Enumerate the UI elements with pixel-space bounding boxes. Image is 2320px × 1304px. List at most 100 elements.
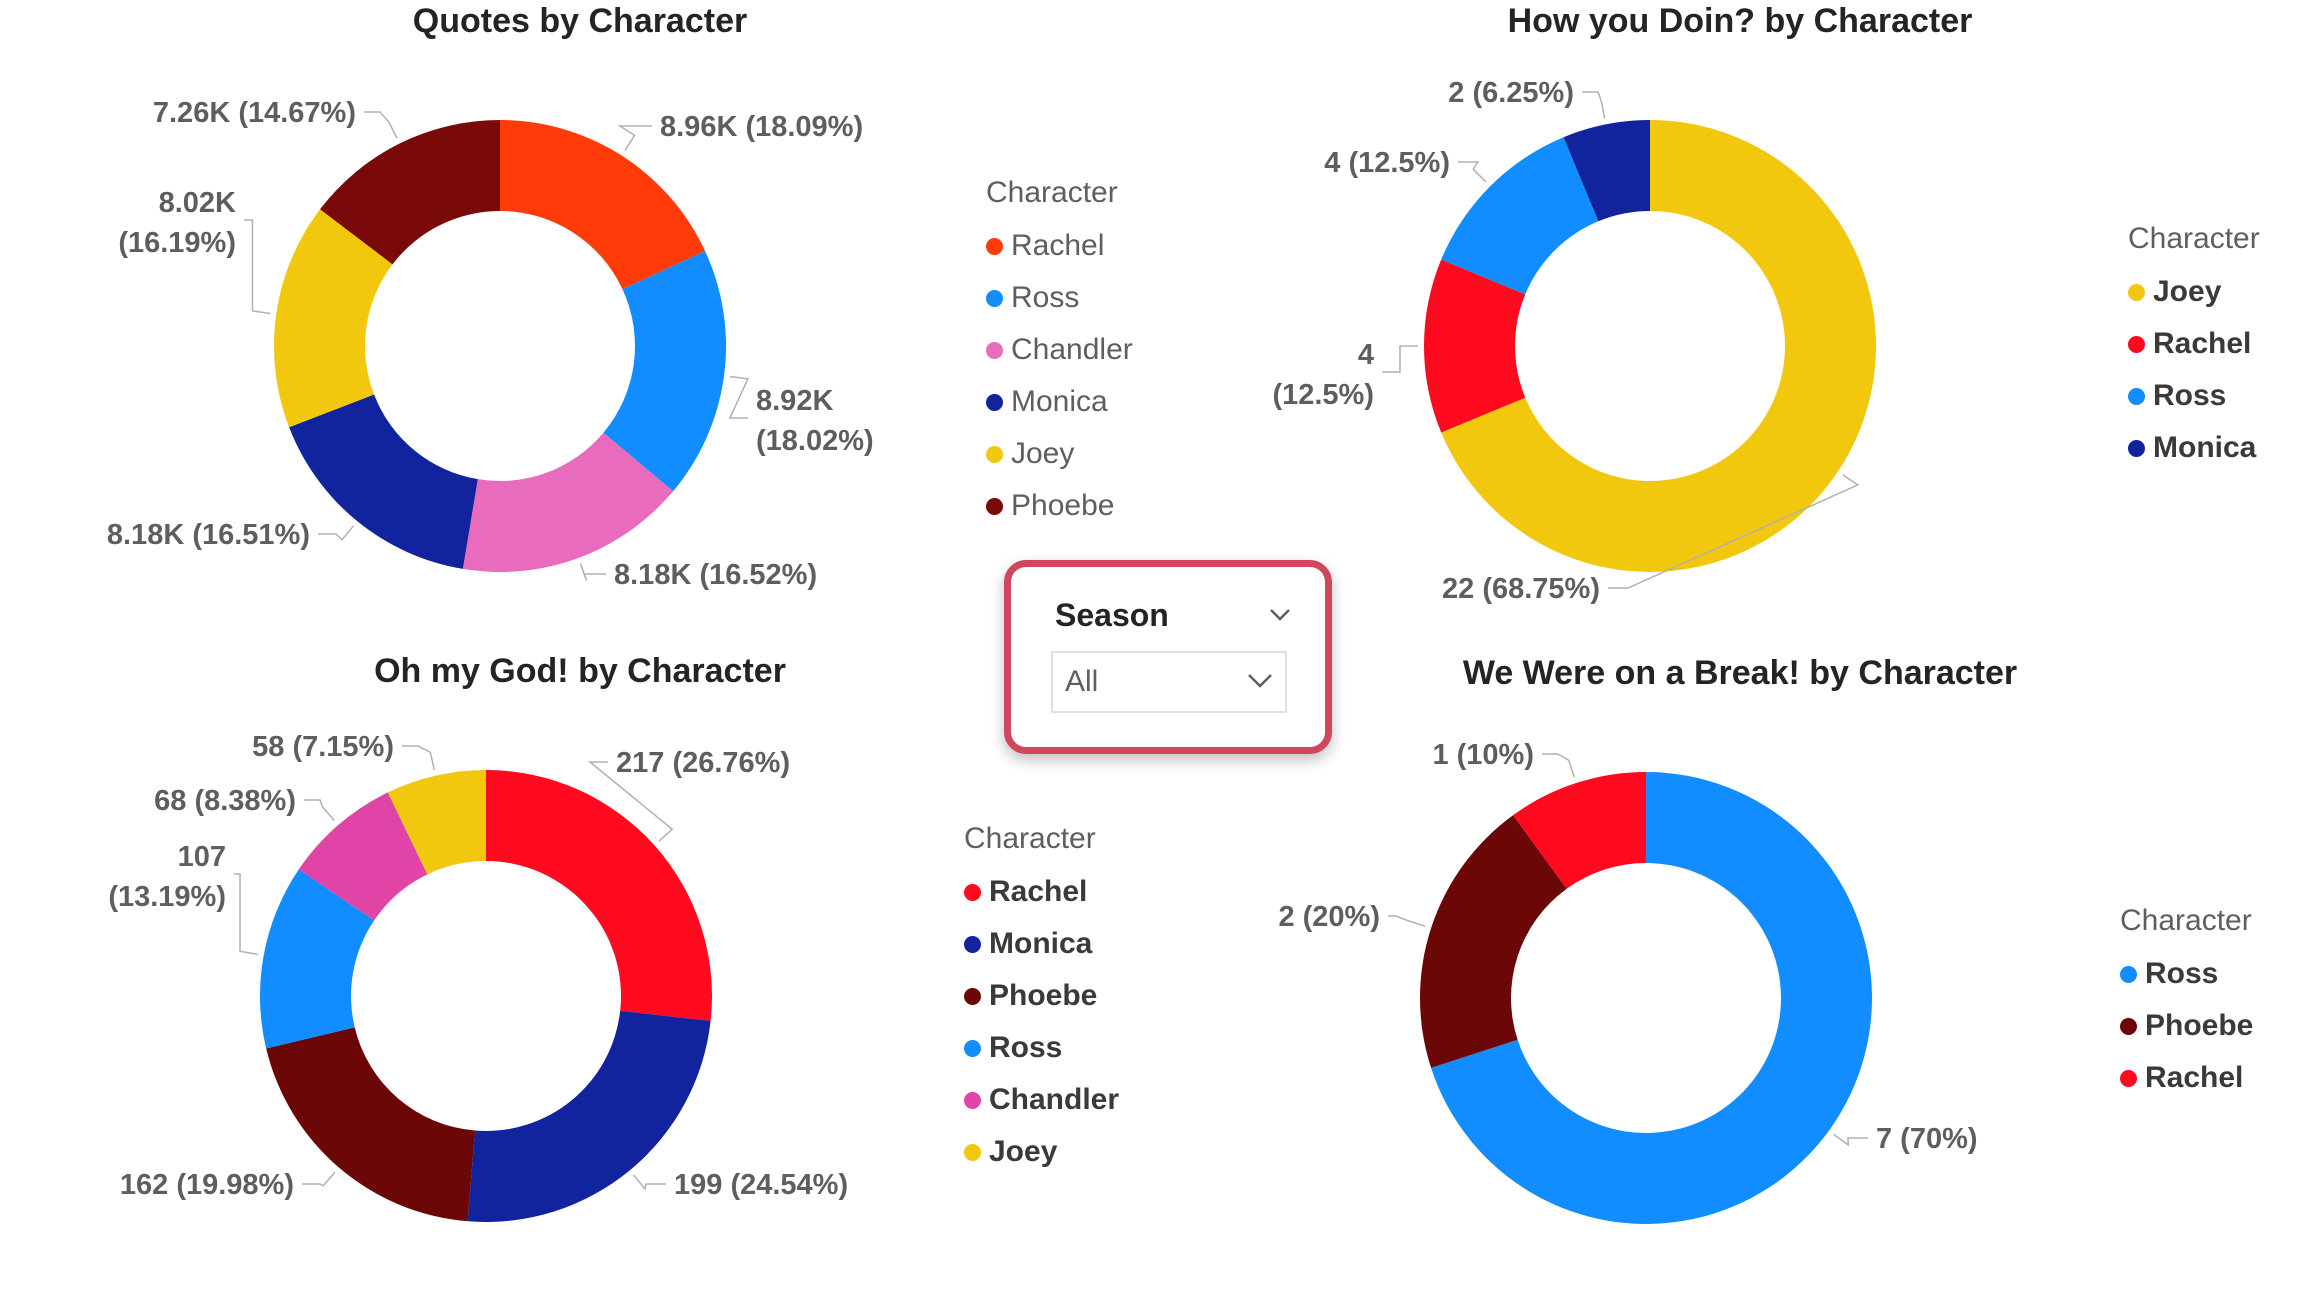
data-label: 7.26K (14.67%) [153,97,356,129]
donut-slice-ross[interactable] [260,869,375,1049]
data-label: 68 (8.38%) [154,785,296,817]
legend-label: Chandler [1011,333,1133,366]
legend-label: Phoebe [1011,489,1115,522]
leader-line [1458,161,1487,183]
chart-title: Quotes by Character [412,2,748,40]
chart-title: Oh my God! by Character [374,652,786,690]
legend-item-joey[interactable]: Joey [986,428,1133,480]
legend-dot [2128,439,2145,457]
legend-label: Monica [1011,385,1108,418]
legend-label: Rachel [989,875,1088,908]
legend-label: Rachel [2153,327,2252,360]
quotes-donut-chart[interactable]: 8.96K (18.09%) 8.92K (18.02%) 8.18K (16.52%… [0,0,1000,640]
donut-slice-rachel[interactable] [1424,259,1526,433]
donut-slice-phoebe[interactable] [320,120,500,265]
legend-label: Monica [2153,431,2257,464]
donut-slice-monica[interactable] [1563,120,1650,222]
legend-label: Joey [989,1135,1058,1168]
legend-item-phoebe[interactable]: Phoebe [986,480,1133,532]
data-label: 8.96K (18.09%) [660,111,863,143]
donut-slice-phoebe[interactable] [266,1027,476,1222]
data-label: 8.18K (16.52%) [614,559,817,591]
legend-item-rachel[interactable]: Rachel [2120,1052,2253,1104]
oh-my-god-donut-chart[interactable]: 217 (26.76%) 199 (24.54%) 162 (19.98%) 107(… [0,650,1000,1300]
legend-dot [964,883,981,901]
leader-line [402,745,436,770]
leader-line [318,525,355,541]
legend-item-chandler[interactable]: Chandler [964,1074,1119,1126]
oh-my-god-legend: Character Rachel Monica Phoebe Ross Chandler… [964,822,1119,1178]
legend-item-rachel[interactable]: Rachel [986,220,1133,272]
we-were-on-a-break-donut-chart[interactable]: 7 (70%) 2 (20%) 1 (10%) [1160,650,2060,1300]
legend-item-phoebe[interactable]: Phoebe [2120,1000,2253,1052]
season-dropdown-value: All [1065,665,1099,698]
legend-dot [986,393,1003,411]
legend-label: Phoebe [2145,1009,2254,1042]
legend-label: Rachel [1011,229,1105,262]
legend-item-monica[interactable]: Monica [964,918,1119,970]
legend-title: Character [986,176,1118,209]
leader-line [304,799,335,821]
donut-slice-monica[interactable] [289,394,478,569]
donut-slice-rachel[interactable] [1513,772,1646,889]
chevron-down-icon[interactable] [1247,667,1273,693]
legend-dot [986,289,1003,307]
data-label: 2 (20%) [1278,901,1380,933]
leader-line [244,219,271,315]
donut-slice-ross[interactable] [1441,137,1599,295]
donut-slice-ross[interactable] [1431,772,1872,1224]
chevron-down-icon[interactable] [1269,603,1291,625]
donut-slice-joey[interactable] [274,209,393,428]
legend-item-phoebe[interactable]: Phoebe [964,970,1119,1022]
legend-item-rachel[interactable]: Rachel [964,866,1119,918]
data-label: 58 (7.15%) [252,731,394,763]
leader-line [728,375,749,419]
legend-title: Character [2128,222,2260,255]
season-dropdown[interactable]: All [1051,651,1287,713]
legend-item-ross[interactable]: Ross [2120,948,2253,1000]
legend-item-monica[interactable]: Monica [986,376,1133,428]
legend-item-ross[interactable]: Ross [964,1022,1119,1074]
legend-item-monica[interactable]: Monica [2128,422,2260,474]
donut-slice-chandler[interactable] [298,792,428,921]
legend-dot [2128,387,2145,405]
donut-slice-rachel[interactable] [486,770,712,1021]
legend-item-ross[interactable]: Ross [2128,370,2260,422]
legend-label: Ross [1011,281,1080,314]
legend-title: Character [964,822,1096,855]
legend-dot [986,497,1003,515]
legend-dot [2120,965,2137,983]
donut-slice-ross[interactable] [603,250,727,492]
legend-dot [986,341,1003,359]
legend-item-joey[interactable]: Joey [964,1126,1119,1178]
how-you-doin-donut-chart[interactable]: 22 (68.75%) 4 (12.5%) 4 (12.5%) 2 (6.25%) [1160,0,2060,640]
leader-line [1388,915,1426,928]
data-label: 4 (12.5%) [1324,147,1450,179]
chart-title: We Were on a Break! by Character [1462,654,2018,692]
donut-slice-monica[interactable] [467,1010,711,1222]
data-label: 199 (24.54%) [674,1169,848,1201]
leader-line [1542,753,1576,778]
legend-item-ross[interactable]: Ross [986,272,1133,324]
donut-slice-phoebe[interactable] [1420,815,1567,1068]
legend-dot [986,445,1003,463]
legend-dot [2120,1069,2137,1087]
data-label: 2 (6.25%) [1448,77,1574,109]
legend-item-chandler[interactable]: Chandler [986,324,1133,376]
leader-line [587,761,674,842]
leader-line [302,1171,336,1187]
leader-line [617,125,652,151]
legend-label: Ross [2153,379,2227,412]
legend-label: Phoebe [989,979,1098,1012]
legend-item-joey[interactable]: Joey [2128,266,2260,318]
donut-slice-joey[interactable] [387,770,486,875]
leader-line [234,873,258,956]
legend-title: Character [2120,904,2252,937]
data-label: 162 (19.98%) [120,1169,294,1201]
legend-label: Joey [2153,275,2222,308]
donut-slice-joey[interactable] [1441,120,1876,572]
leader-line [1608,474,1860,589]
donut-slice-rachel[interactable] [500,120,706,290]
donut-slice-chandler[interactable] [462,432,674,572]
legend-item-rachel[interactable]: Rachel [2128,318,2260,370]
